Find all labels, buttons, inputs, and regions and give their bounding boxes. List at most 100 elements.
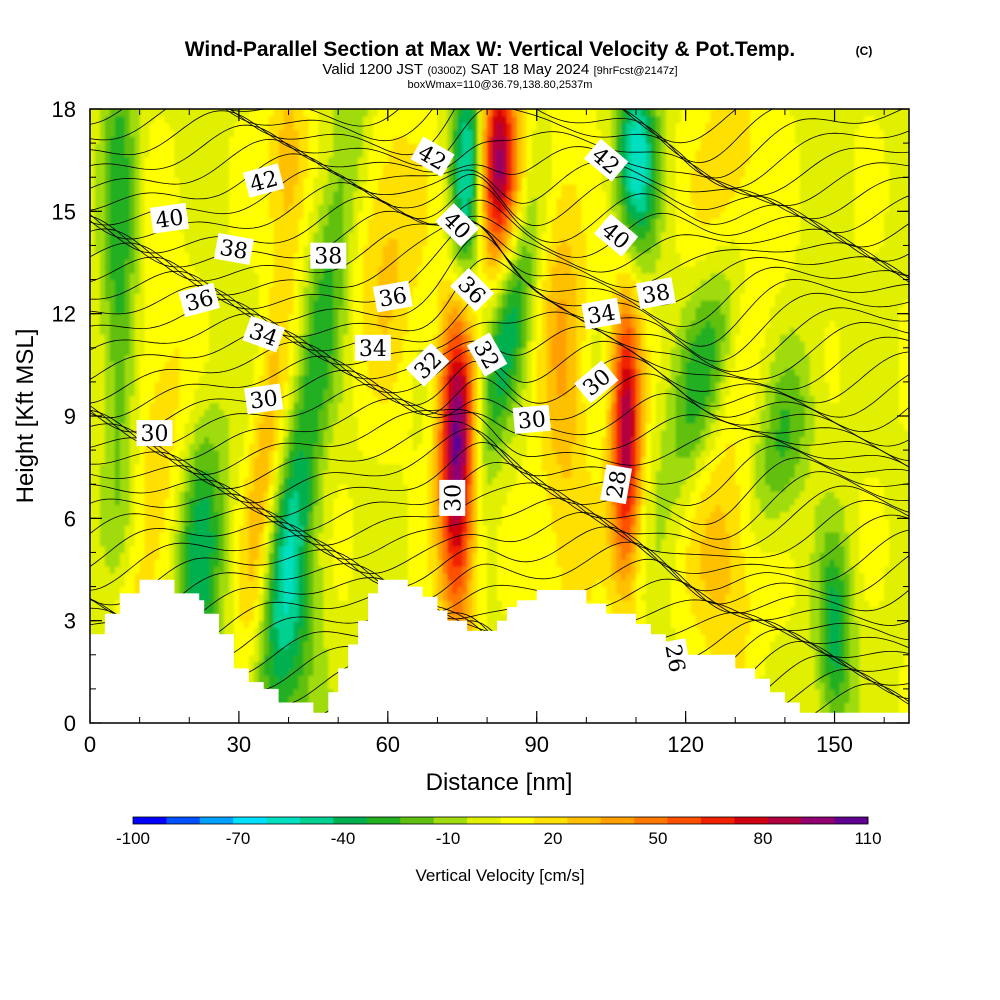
velocity-cell [323,347,329,356]
velocity-cell [94,409,101,417]
velocity-cell [144,245,151,253]
velocity-cell [139,218,146,226]
velocity-cell [169,293,175,301]
velocity-cell [353,511,359,519]
velocity-cell [243,504,250,513]
velocity-cell [338,381,344,390]
velocity-cell [288,552,295,560]
velocity-cell [343,531,349,540]
velocity-cell [209,416,215,424]
velocity-cell [194,402,200,410]
velocity-cell [124,327,131,335]
velocity-cell [268,566,275,574]
velocity-cell [119,497,126,506]
velocity-cell [308,306,314,315]
velocity-cell [94,504,101,513]
velocity-cell [273,463,280,472]
velocity-cell [119,211,126,219]
velocity-cell [99,149,106,158]
velocity-cell [348,204,354,212]
velocity-cell [194,443,200,451]
velocity-cell [263,566,270,574]
velocity-cell [273,579,280,588]
velocity-cell [209,320,215,328]
velocity-cell [338,115,344,124]
velocity-cell [104,579,111,588]
velocity-cell [298,272,305,281]
velocity-cell [169,170,175,178]
velocity-cell [338,545,344,554]
velocity-cell [90,456,96,465]
velocity-cell [328,388,334,397]
velocity-cell [90,504,96,513]
velocity-cell [288,470,295,478]
velocity-cell [348,190,354,199]
velocity-cell [134,538,141,547]
velocity-cell [333,184,339,192]
velocity-cell [104,402,111,410]
velocity-cell [169,143,175,151]
velocity-cell [189,525,195,533]
velocity-cell [94,368,101,376]
velocity-cell [114,163,121,171]
velocity-cell [283,170,290,178]
velocity-cell [293,579,300,588]
velocity-cell [318,265,324,274]
velocity-cell [318,497,324,506]
velocity-cell [134,293,141,301]
velocity-cell [129,245,136,253]
velocity-cell [144,259,151,267]
velocity-cell [104,504,111,513]
velocity-cell [353,286,359,294]
velocity-cell [358,566,364,574]
velocity-cell [99,402,106,410]
velocity-cell [318,477,324,485]
velocity-cell [353,525,359,533]
velocity-cell [353,450,359,458]
velocity-cell [253,313,260,322]
velocity-cell [278,627,285,635]
velocity-cell [233,375,240,383]
velocity-cell [343,334,349,342]
velocity-cell [248,620,255,629]
velocity-cell [283,613,290,622]
velocity-cell [159,518,166,526]
velocity-cell [338,634,344,642]
velocity-cell [293,607,300,615]
velocity-cell [303,647,309,656]
velocity-cell [233,272,240,281]
velocity-cell [204,607,210,615]
velocity-cell [144,545,151,554]
velocity-cell [174,402,180,410]
velocity-cell [308,484,314,492]
velocity-cell [298,368,305,376]
velocity-cell [90,450,96,458]
velocity-cell [303,375,309,383]
velocity-cell [253,163,260,171]
velocity-cell [194,518,200,526]
velocity-cell [94,484,101,492]
velocity-cell [224,388,230,397]
velocity-cell [353,361,359,369]
velocity-cell [149,231,156,240]
velocity-cell [298,641,305,649]
velocity-cell [298,327,305,335]
velocity-cell [204,238,210,247]
velocity-cell [293,654,300,663]
velocity-cell [268,668,275,676]
velocity-cell [109,170,116,178]
velocity-cell [139,306,146,315]
velocity-cell [149,491,156,499]
velocity-cell [124,163,131,171]
velocity-cell [134,511,141,519]
velocity-cell [199,504,205,513]
velocity-cell [204,531,210,540]
velocity-cell [263,218,270,226]
velocity-cell [104,252,111,260]
velocity-cell [308,224,314,233]
velocity-cell [179,265,185,274]
velocity-cell [134,381,141,390]
velocity-cell [194,163,200,171]
velocity-cell [288,197,295,206]
velocity-cell [99,593,106,601]
